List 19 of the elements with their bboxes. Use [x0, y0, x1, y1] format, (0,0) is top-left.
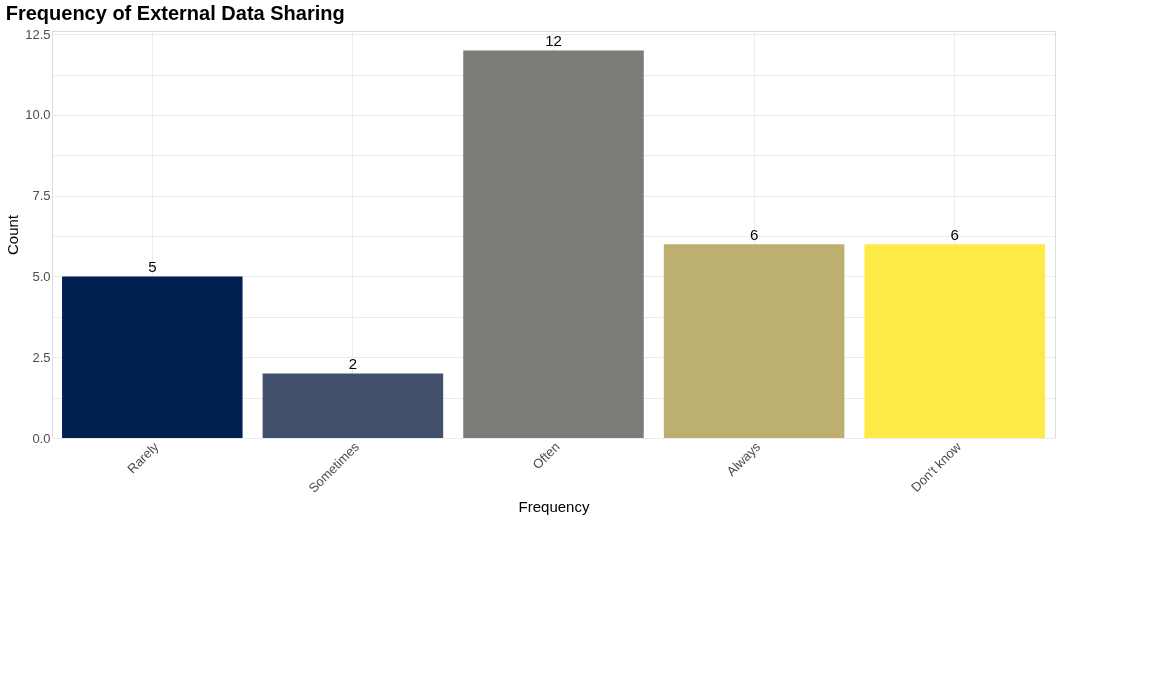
bar [62, 276, 243, 438]
y-tick-label: 12.5 [25, 26, 51, 42]
data-label: 2 [348, 355, 358, 373]
y-tick-label: 10.0 [25, 107, 51, 123]
y-tick-label: 7.5 [32, 188, 51, 204]
bar [463, 50, 644, 438]
y-tick-label: 5.0 [32, 268, 51, 284]
data-label: 5 [148, 258, 157, 276]
y-tick-label: 2.5 [32, 349, 51, 365]
bar [663, 244, 845, 438]
x-axis-title: Frequency [518, 497, 590, 515]
chart-title: Frequency of External Data Sharing [5, 2, 345, 25]
data-label: 6 [749, 226, 759, 244]
bar [864, 244, 1045, 438]
y-tick-label: 0.0 [32, 430, 51, 446]
y-axis-title: Count [4, 214, 22, 256]
bar [262, 373, 444, 438]
data-label: 6 [950, 226, 959, 244]
data-label: 12 [545, 32, 562, 50]
